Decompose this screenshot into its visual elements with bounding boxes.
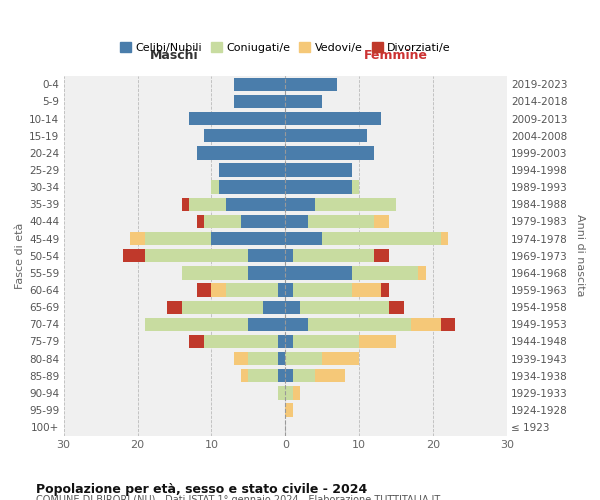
Bar bbox=[286, 386, 293, 400]
Bar bbox=[382, 284, 389, 296]
Bar bbox=[374, 214, 389, 228]
Bar bbox=[197, 284, 211, 296]
Bar bbox=[248, 266, 286, 280]
Bar bbox=[286, 318, 308, 331]
Bar bbox=[182, 266, 248, 280]
Bar bbox=[278, 284, 286, 296]
Bar bbox=[219, 180, 286, 194]
Bar bbox=[286, 232, 322, 245]
Bar bbox=[389, 300, 404, 314]
Bar bbox=[278, 352, 286, 366]
Bar bbox=[189, 335, 204, 348]
Bar bbox=[211, 180, 219, 194]
Bar bbox=[315, 198, 396, 211]
Bar bbox=[286, 164, 352, 176]
Bar bbox=[233, 94, 286, 108]
Bar bbox=[211, 284, 226, 296]
Bar bbox=[286, 180, 352, 194]
Bar bbox=[130, 232, 145, 245]
Bar bbox=[359, 335, 396, 348]
Bar bbox=[440, 232, 448, 245]
Bar bbox=[293, 335, 359, 348]
Bar bbox=[189, 112, 286, 125]
Bar bbox=[233, 78, 286, 91]
Bar bbox=[286, 146, 374, 160]
Bar bbox=[248, 318, 286, 331]
Bar bbox=[226, 198, 286, 211]
Bar bbox=[286, 300, 300, 314]
Bar bbox=[440, 318, 455, 331]
Bar bbox=[315, 369, 344, 382]
Bar bbox=[182, 300, 263, 314]
Text: Femmine: Femmine bbox=[364, 49, 428, 62]
Bar bbox=[286, 94, 322, 108]
Text: COMUNE DI BIRORI (NU) - Dati ISTAT 1° gennaio 2024 - Elaborazione TUTTITALIA.IT: COMUNE DI BIRORI (NU) - Dati ISTAT 1° ge… bbox=[36, 495, 440, 500]
Bar bbox=[278, 386, 286, 400]
Text: Popolazione per età, sesso e stato civile - 2024: Popolazione per età, sesso e stato civil… bbox=[36, 482, 367, 496]
Bar bbox=[286, 266, 352, 280]
Bar bbox=[308, 214, 374, 228]
Bar bbox=[352, 284, 382, 296]
Bar bbox=[286, 335, 293, 348]
Bar bbox=[418, 266, 426, 280]
Bar bbox=[293, 386, 300, 400]
Bar bbox=[145, 318, 248, 331]
Bar bbox=[123, 249, 145, 262]
Bar bbox=[286, 198, 315, 211]
Bar bbox=[248, 249, 286, 262]
Bar bbox=[241, 369, 248, 382]
Bar bbox=[352, 180, 359, 194]
Bar bbox=[167, 300, 182, 314]
Bar bbox=[145, 232, 211, 245]
Bar bbox=[286, 352, 322, 366]
Bar bbox=[278, 335, 286, 348]
Bar bbox=[352, 266, 418, 280]
Bar bbox=[293, 369, 315, 382]
Bar bbox=[411, 318, 440, 331]
Y-axis label: Anni di nascita: Anni di nascita bbox=[575, 214, 585, 297]
Bar bbox=[278, 369, 286, 382]
Bar bbox=[286, 404, 293, 417]
Bar bbox=[286, 112, 382, 125]
Bar bbox=[182, 198, 189, 211]
Bar bbox=[248, 369, 278, 382]
Bar bbox=[286, 369, 293, 382]
Bar bbox=[286, 284, 293, 296]
Bar bbox=[286, 249, 293, 262]
Legend: Celibi/Nubili, Coniugati/e, Vedovi/e, Divorziati/e: Celibi/Nubili, Coniugati/e, Vedovi/e, Di… bbox=[115, 38, 455, 58]
Bar bbox=[286, 78, 337, 91]
Text: Maschi: Maschi bbox=[150, 49, 199, 62]
Bar bbox=[300, 300, 389, 314]
Bar bbox=[204, 335, 278, 348]
Bar bbox=[145, 249, 248, 262]
Y-axis label: Fasce di età: Fasce di età bbox=[15, 222, 25, 289]
Bar bbox=[322, 352, 359, 366]
Bar bbox=[197, 146, 286, 160]
Bar bbox=[211, 232, 286, 245]
Bar bbox=[189, 198, 226, 211]
Bar bbox=[293, 284, 352, 296]
Bar bbox=[322, 232, 440, 245]
Bar bbox=[204, 214, 241, 228]
Bar bbox=[374, 249, 389, 262]
Bar bbox=[204, 129, 286, 142]
Bar bbox=[308, 318, 411, 331]
Bar bbox=[286, 214, 308, 228]
Bar bbox=[286, 129, 367, 142]
Bar bbox=[197, 214, 204, 228]
Bar bbox=[263, 300, 286, 314]
Bar bbox=[248, 352, 278, 366]
Bar bbox=[233, 352, 248, 366]
Bar bbox=[219, 164, 286, 176]
Bar bbox=[226, 284, 278, 296]
Bar bbox=[293, 249, 374, 262]
Bar bbox=[241, 214, 286, 228]
